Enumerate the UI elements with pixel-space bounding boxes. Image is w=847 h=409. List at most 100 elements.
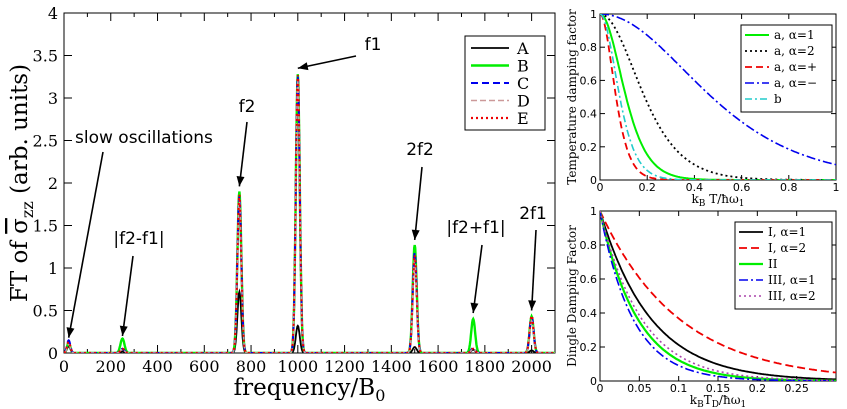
annotation-arrow: [530, 229, 537, 311]
temperature-ytick-label: 0.2: [580, 141, 598, 154]
dingle-legend-box: [734, 221, 833, 310]
dingle-xtick-label: 0.1: [670, 382, 688, 395]
dingle-ylabel: Dingle Damping Factor: [565, 225, 579, 367]
temperature-ytick-label: 0.4: [580, 108, 598, 121]
temperature-xtick-label: 0.8: [780, 181, 798, 194]
temperature-legend-box: [740, 24, 833, 113]
dingle-legend-label: III, α=1: [768, 273, 816, 287]
series-B-line: [64, 74, 555, 353]
main-xtick-label: 1400: [371, 357, 412, 376]
main-xtick-label: 200: [95, 357, 126, 376]
legend-label-E: E: [517, 109, 529, 128]
dingle-xlabel: kBTD/ħω1: [690, 393, 746, 409]
main-ytick-label: 4: [48, 4, 58, 23]
dingle-legend-label: II: [768, 257, 778, 271]
temperature-legend-label: b: [774, 92, 782, 106]
dingle-ytick-label: 0.6: [580, 273, 598, 286]
legend-label-D: D: [517, 92, 530, 111]
legend-label-C: C: [517, 74, 529, 93]
dingle-xtick-label: 0.15: [706, 382, 731, 395]
temperature-ytick-label: 0.8: [580, 41, 598, 54]
main-ytick-label: 1: [48, 259, 58, 278]
dingle-legend: I, α=1 I, α=2 II III, α=1 III, α=2: [734, 221, 833, 310]
dingle-xtick-label: 0.05: [627, 382, 652, 395]
legend-label-B: B: [517, 57, 529, 76]
main-ytick-label: 0.5: [33, 302, 58, 321]
annotation-arrow: [121, 255, 134, 337]
temperature-ytick-label: 1: [590, 8, 597, 21]
main-ytick-label: 2.5: [33, 132, 58, 151]
annotation-arrowhead: [119, 325, 128, 336]
dingle-legend-label: III, α=2: [768, 289, 816, 303]
annotation-label: |f2+f1|: [446, 218, 505, 238]
main-ytick-label: 3.5: [33, 47, 58, 66]
main-xtick-label: 600: [189, 357, 220, 376]
temperature-xtick-label: 1: [833, 181, 840, 194]
annotation-label: slow oscillations: [75, 128, 213, 148]
series-E-line: [64, 75, 555, 353]
dingle-data: [600, 211, 836, 381]
dingle-xtick-label: 0: [597, 382, 604, 395]
annotation-arrowhead: [528, 300, 537, 311]
temperature-series-line: [600, 14, 836, 180]
main-xtick-label: 1800: [464, 357, 505, 376]
temperature-data: [600, 14, 836, 180]
dingle-legend-label: I, α=2: [768, 241, 806, 255]
main-ylabel: FT of σzz (arb. units): [7, 64, 37, 302]
dingle-series-line: [600, 211, 836, 381]
temperature-plot: 0 0.2 0.4 0.6 0.8 1 0 0.2 0.4 0.6 0.8 1 Temperature …: [565, 8, 840, 209]
temperature-legend-label: a, α=+: [774, 60, 817, 74]
temperature-legend: a, α=1 a, α=2 a, α=+ a, α=− b: [740, 24, 833, 113]
annotation-label: 2f1: [519, 204, 547, 224]
temperature-xlabel: kB T/ħω1: [691, 192, 744, 209]
series-A-line: [64, 288, 555, 353]
annotation-arrowhead: [470, 302, 479, 314]
annotation-arrowhead: [236, 175, 245, 187]
temperature-legend-label: a, α=2: [774, 44, 815, 58]
main-xtick-label: 400: [142, 357, 173, 376]
main-xlabel: frequency/B0: [234, 375, 386, 405]
annotation-arrow: [472, 244, 483, 314]
dingle-legend-label: I, α=1: [768, 225, 806, 239]
main-ytick-label: 0: [48, 344, 58, 363]
dingle-ytick-label: 0.2: [580, 341, 598, 354]
temperature-ylabel: Temperature damping factor: [565, 9, 579, 185]
main-xtick-label: 1000: [277, 357, 318, 376]
temperature-xtick-label: 0.6: [733, 181, 751, 194]
temperature-series-line: [600, 14, 836, 166]
main-xtick-label: 1600: [418, 357, 459, 376]
legend-label-A: A: [516, 39, 529, 58]
main-ytick-label: 3: [48, 89, 58, 108]
annotation-label: f2: [239, 97, 256, 117]
main-plot: 0 200 400 600 800 1000 1200 1400 1600 1800 2000 0 0.…: [7, 4, 556, 405]
temperature-legend-label: a, α=−: [774, 76, 817, 90]
main-ytick-label: 1.5: [33, 217, 58, 236]
main-legend-box: [464, 35, 546, 131]
main-xtick-label: 800: [236, 357, 267, 376]
temperature-ytick-label: 0.6: [580, 74, 598, 87]
dingle-xtick-label: 0.2: [749, 382, 767, 395]
main-xtick-label: 2000: [511, 357, 552, 376]
dingle-plot: 0 0.05 0.1 0.15 0.2 0.25 0 0.2 0.4 0.6 0.8 1 Dingle …: [565, 205, 837, 409]
dingle-series-line: [600, 211, 836, 381]
main-ytick-label: 2: [48, 174, 58, 193]
annotation-arrowhead: [297, 62, 309, 71]
dingle-series-line: [600, 211, 836, 381]
annotation-label: |f2-f1|: [113, 229, 164, 249]
main-xtick-label: 0: [59, 357, 69, 376]
annotation-arrowhead: [411, 229, 420, 240]
temperature-xtick-label: 0: [597, 181, 604, 194]
temperature-xtick-label: 0.2: [638, 181, 656, 194]
main-xtick-label: 1200: [324, 357, 365, 376]
annotation-label: 2f2: [406, 140, 434, 160]
temperature-legend-label: a, α=1: [774, 28, 815, 42]
dingle-ytick-label: 0: [590, 375, 597, 388]
dingle-ytick-label: 1: [590, 205, 597, 218]
main-data: [64, 74, 555, 353]
annotation-arrow: [413, 166, 423, 241]
dingle-xtick-label: 0.25: [784, 382, 809, 395]
dingle-ytick-label: 0.4: [580, 307, 598, 320]
